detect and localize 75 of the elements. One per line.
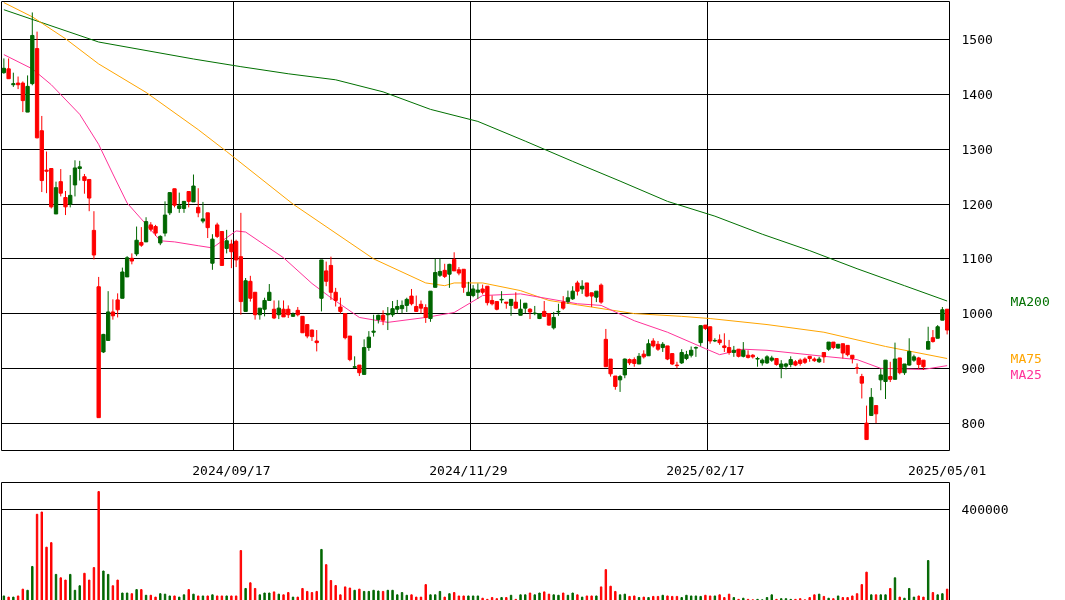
text: MA200 bbox=[1010, 293, 1050, 309]
candlestick bbox=[888, 361, 893, 383]
y-tick-label: 900 bbox=[961, 360, 985, 376]
candlestick bbox=[622, 358, 627, 379]
candlestick bbox=[143, 216, 149, 243]
candlestick bbox=[380, 309, 386, 326]
candlestick bbox=[6, 57, 11, 80]
candlestick bbox=[129, 252, 135, 265]
candlestick bbox=[433, 258, 438, 288]
candlestick bbox=[598, 282, 604, 305]
y-tick-label: 1300 bbox=[961, 141, 993, 157]
candlestick bbox=[229, 239, 234, 269]
candlestick bbox=[930, 329, 936, 344]
candlestick bbox=[224, 229, 229, 254]
candlestick bbox=[1, 57, 7, 75]
candlestick bbox=[869, 387, 874, 416]
candlestick bbox=[779, 359, 784, 379]
y-tick-label: 1100 bbox=[961, 251, 993, 267]
candlestick bbox=[926, 326, 931, 350]
candlestick bbox=[276, 299, 281, 320]
candlestick bbox=[314, 329, 319, 352]
candlestick bbox=[854, 362, 860, 375]
candlestick bbox=[423, 303, 428, 324]
candlestick bbox=[745, 349, 751, 360]
y-tick-label: 400000 bbox=[961, 502, 1009, 518]
line-series bbox=[3, 54, 948, 370]
candlestick bbox=[110, 298, 116, 321]
candlestick bbox=[63, 190, 68, 216]
line-series bbox=[3, 2, 948, 360]
text: MA75 bbox=[1010, 351, 1042, 367]
y-tick-label: 1500 bbox=[961, 32, 993, 48]
candlestick bbox=[864, 405, 869, 441]
candlestick bbox=[698, 325, 703, 347]
y-tick-label: 1400 bbox=[961, 87, 993, 103]
candlestick bbox=[892, 342, 898, 380]
x-tick-label: 2025/05/01 bbox=[908, 462, 987, 478]
candlestick bbox=[134, 226, 139, 257]
candlestick bbox=[172, 188, 177, 208]
candlestick bbox=[447, 263, 452, 289]
y-tick-label: 1000 bbox=[961, 306, 993, 322]
candlestick bbox=[617, 374, 623, 393]
candlestick bbox=[873, 405, 879, 424]
candlestick bbox=[859, 373, 864, 399]
x-tick-label: 2025/02/17 bbox=[666, 462, 745, 478]
candlestick bbox=[712, 337, 718, 343]
candlestick bbox=[115, 292, 120, 318]
candlestick bbox=[722, 332, 727, 353]
x-tick-label: 2024/09/17 bbox=[192, 462, 271, 478]
text: MA25 bbox=[1010, 367, 1042, 383]
candlestick bbox=[82, 173, 87, 195]
y-tick-label: 1200 bbox=[961, 196, 993, 212]
candlestick bbox=[177, 192, 182, 214]
candlestick bbox=[821, 351, 827, 364]
candlestick bbox=[475, 282, 481, 300]
candlestick bbox=[944, 308, 950, 335]
y-tick-label: 800 bbox=[961, 415, 985, 431]
candlestick bbox=[352, 355, 357, 369]
candlestick bbox=[20, 80, 25, 113]
candlestick bbox=[200, 201, 206, 224]
candlestick bbox=[77, 160, 82, 182]
candlestick bbox=[418, 299, 424, 315]
candlestick bbox=[205, 212, 210, 239]
x-tick-label: 2024/11/29 bbox=[429, 462, 508, 478]
candlestick bbox=[527, 307, 533, 320]
candlestick bbox=[58, 168, 63, 197]
candlestick bbox=[196, 187, 201, 218]
candlestick bbox=[139, 226, 144, 248]
candlestick bbox=[726, 339, 732, 356]
candlestick bbox=[452, 251, 457, 272]
line-series bbox=[3, 9, 948, 302]
candlestick bbox=[565, 290, 571, 305]
candlestick bbox=[693, 345, 699, 358]
candlestick bbox=[191, 174, 196, 203]
candlestick bbox=[508, 298, 514, 317]
candlestick bbox=[461, 268, 466, 294]
